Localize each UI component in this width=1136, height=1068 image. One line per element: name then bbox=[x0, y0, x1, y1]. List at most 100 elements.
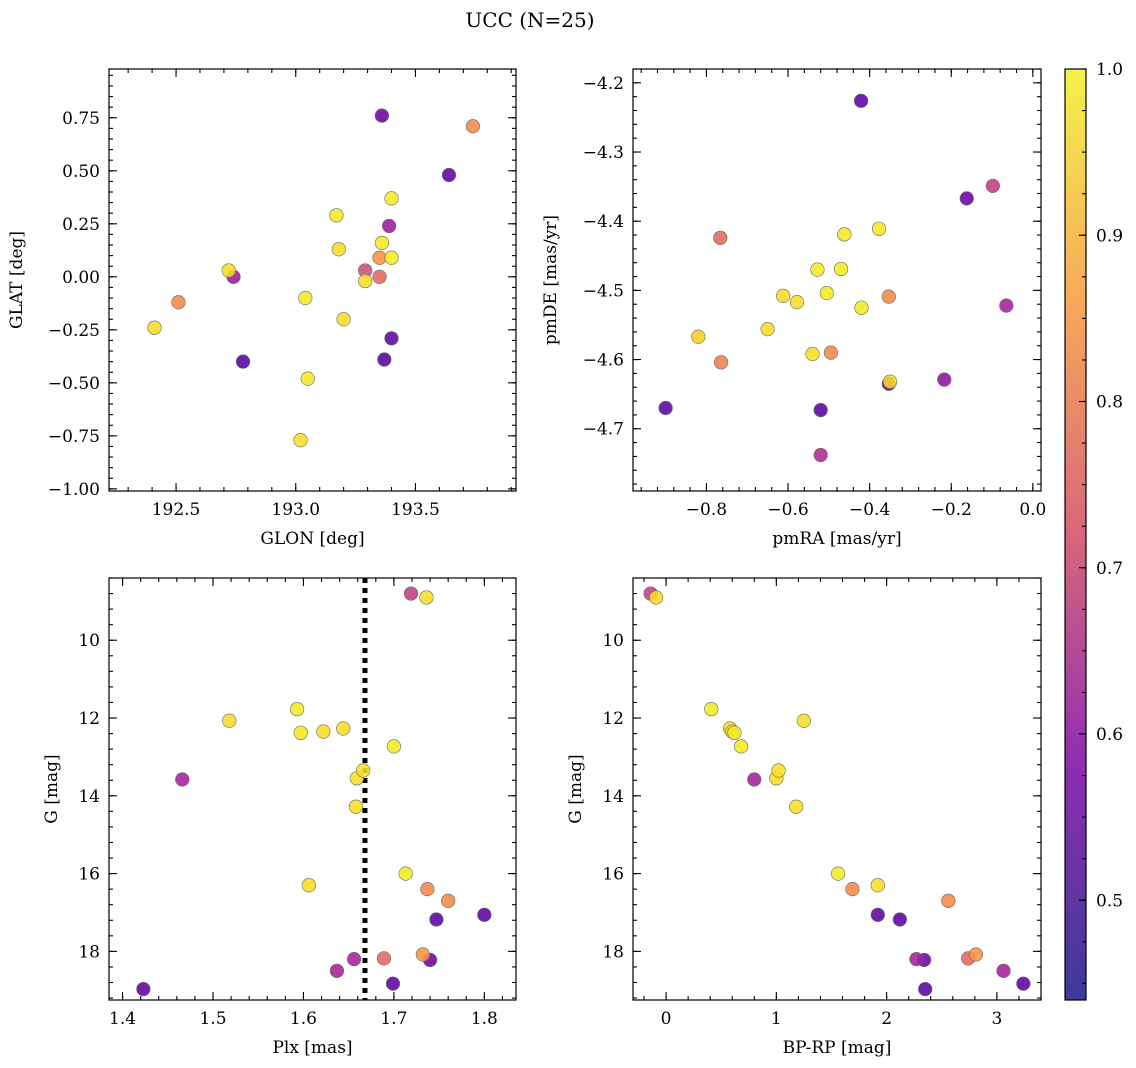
data-point bbox=[316, 724, 331, 739]
data-point bbox=[854, 300, 869, 315]
data-point bbox=[833, 261, 849, 277]
data-point bbox=[374, 108, 390, 123]
y-tick-label: 18 bbox=[602, 942, 624, 962]
y-tick-label: 14 bbox=[78, 787, 100, 807]
data-point bbox=[691, 329, 706, 344]
plot-frame bbox=[108, 577, 517, 1001]
panel-plx-g: 1.4 1.5 1.6 1.7 1.8 10 12 14 16 18 Plx [mas] G [mag… bbox=[42, 577, 517, 1058]
colorbar-tick-label: 0.9 bbox=[1096, 226, 1123, 246]
data-point bbox=[892, 912, 907, 927]
x-tick-label: 0 bbox=[661, 1009, 672, 1029]
colorbar-tick-label: 1.0 bbox=[1096, 60, 1123, 80]
data-point bbox=[870, 907, 885, 922]
points-layer bbox=[643, 586, 1031, 997]
y-tick-label: 12 bbox=[602, 709, 624, 729]
colorbar: 0.5 0.6 0.7 0.8 0.9 1.0 bbox=[1064, 60, 1123, 1001]
data-point bbox=[356, 763, 371, 778]
points-layer bbox=[147, 108, 481, 448]
y-tick-label: 0.00 bbox=[62, 268, 100, 288]
data-point bbox=[658, 400, 673, 416]
data-point bbox=[222, 713, 237, 728]
data-point bbox=[789, 799, 804, 814]
y-axis-label: G [mag] bbox=[42, 754, 62, 823]
y-tick-label: 0.50 bbox=[62, 162, 100, 182]
data-point bbox=[871, 221, 887, 236]
data-point bbox=[441, 167, 457, 183]
data-point bbox=[429, 912, 444, 927]
y-tick-label: 0.25 bbox=[62, 215, 100, 235]
data-point bbox=[831, 866, 846, 881]
data-point bbox=[727, 725, 742, 740]
y-tick-label: 16 bbox=[78, 865, 100, 885]
colorbar-tick-label: 0.7 bbox=[1096, 559, 1123, 579]
data-point bbox=[358, 273, 373, 289]
data-point bbox=[649, 590, 664, 605]
data-point bbox=[747, 772, 762, 787]
colorbar-tick-label: 0.8 bbox=[1096, 393, 1123, 413]
x-tick-label: 1.7 bbox=[380, 1009, 407, 1029]
data-point bbox=[805, 346, 820, 362]
x-tick-label: −0.6 bbox=[767, 500, 808, 520]
y-tick-label: 10 bbox=[78, 631, 100, 651]
y-tick-label: −4.7 bbox=[583, 420, 624, 440]
data-point bbox=[147, 320, 162, 335]
data-point bbox=[477, 907, 492, 922]
data-point bbox=[918, 982, 933, 997]
data-point bbox=[372, 269, 387, 284]
data-point bbox=[776, 288, 791, 304]
data-point bbox=[384, 250, 399, 265]
data-point bbox=[465, 119, 481, 134]
data-point bbox=[136, 982, 151, 997]
data-point bbox=[171, 295, 186, 310]
colorbar-gradient bbox=[1064, 68, 1087, 1001]
data-point bbox=[1016, 976, 1031, 991]
data-point bbox=[771, 763, 786, 778]
data-point bbox=[329, 208, 344, 223]
data-point bbox=[420, 882, 435, 897]
y-tick-label: −0.75 bbox=[48, 427, 100, 447]
points-layer bbox=[136, 578, 492, 1000]
data-point bbox=[959, 191, 974, 206]
data-point bbox=[810, 262, 825, 277]
data-point bbox=[968, 947, 984, 962]
x-tick-label: 193.0 bbox=[271, 500, 320, 520]
data-point bbox=[290, 701, 305, 717]
data-point bbox=[386, 739, 402, 754]
plot-frame bbox=[632, 68, 1042, 492]
points-layer bbox=[658, 93, 1014, 463]
colorbar-tick-label: 0.5 bbox=[1096, 891, 1123, 911]
y-tick-label: 10 bbox=[602, 631, 624, 651]
x-tick-label: 1.8 bbox=[471, 1009, 498, 1029]
data-point bbox=[293, 725, 308, 740]
y-tick-label: 12 bbox=[78, 709, 100, 729]
plot-frame bbox=[632, 577, 1042, 1001]
data-point bbox=[999, 298, 1014, 313]
data-point bbox=[419, 590, 434, 605]
data-point bbox=[704, 701, 719, 717]
data-point bbox=[796, 713, 812, 728]
data-point bbox=[733, 739, 749, 754]
panel-glon-glat: 192.5 193.0 193.5 −1.00 −0.75 −0.50 −0.25 0.00 0… bbox=[7, 68, 517, 549]
y-axis-label: pmDE [mas/yr] bbox=[541, 215, 561, 345]
data-point bbox=[376, 951, 392, 966]
data-point bbox=[909, 952, 924, 967]
data-point bbox=[819, 286, 834, 301]
x-axis-label: Plx [mas] bbox=[272, 1038, 352, 1058]
data-point bbox=[372, 250, 387, 265]
data-point bbox=[714, 355, 729, 370]
data-point bbox=[374, 235, 390, 250]
y-tick-label: 0.75 bbox=[62, 109, 100, 129]
data-point bbox=[331, 242, 346, 257]
y-tick-label: −4.6 bbox=[583, 351, 624, 371]
colorbar-tick-label: 0.6 bbox=[1096, 725, 1123, 745]
data-point bbox=[813, 447, 828, 463]
data-point bbox=[941, 893, 956, 908]
data-point bbox=[870, 878, 885, 893]
data-point bbox=[882, 374, 898, 389]
y-axis-label: GLAT [deg] bbox=[7, 231, 27, 329]
data-point bbox=[845, 882, 860, 897]
data-point bbox=[347, 952, 362, 967]
data-point bbox=[175, 772, 190, 787]
